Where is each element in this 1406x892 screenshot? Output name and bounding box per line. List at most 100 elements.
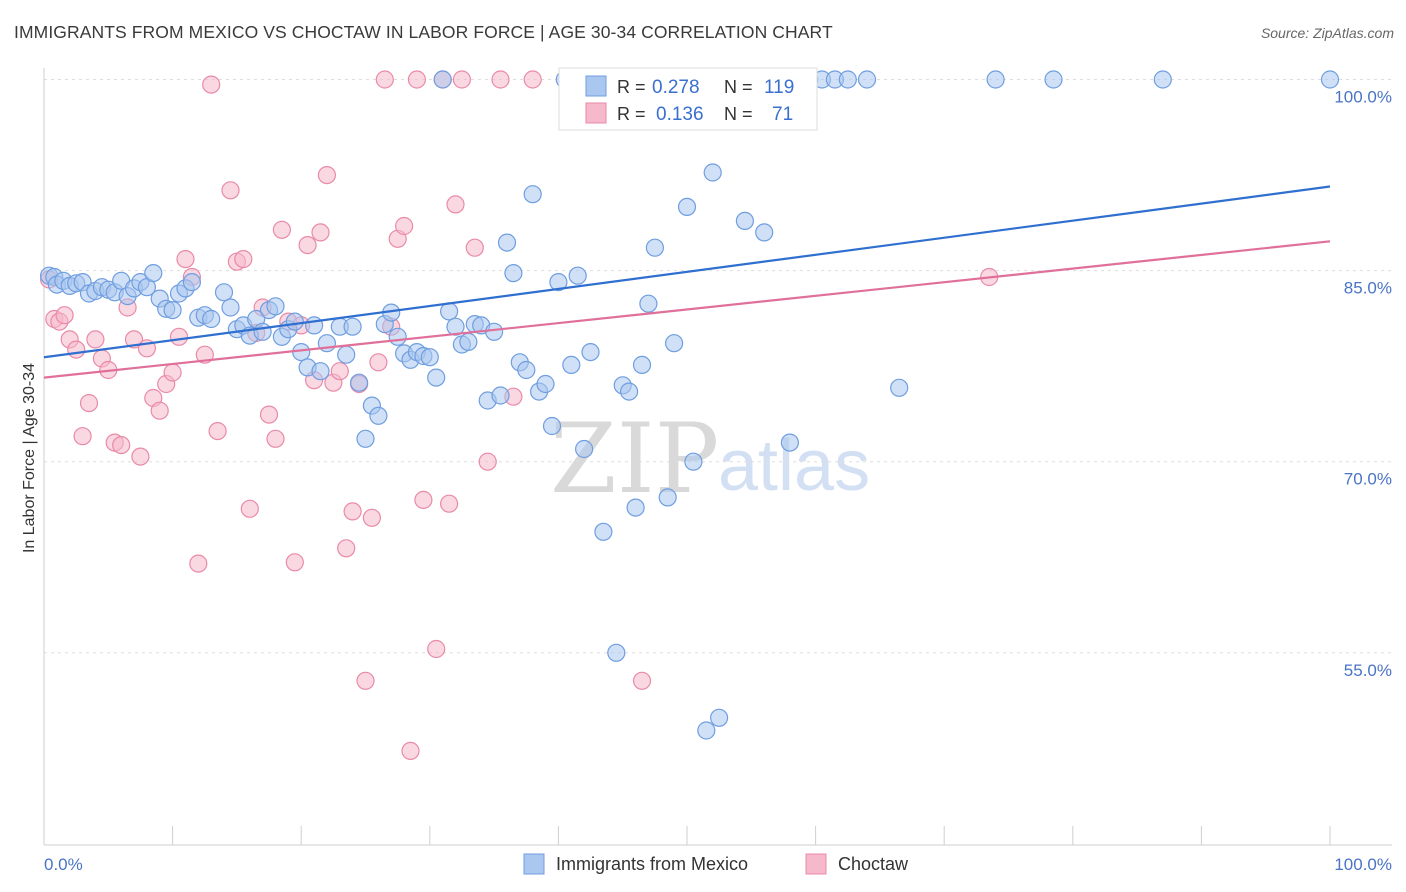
choctaw-point-49 (356, 671, 375, 690)
choctaw-point-20 (163, 363, 182, 382)
choctaw-point-50 (362, 508, 381, 527)
mexico-point-33 (253, 322, 272, 341)
choctaw-point-51 (369, 353, 388, 372)
x-tick-label-max: 100.0% (1334, 855, 1392, 874)
mexico-point-89 (626, 498, 645, 517)
mexico-point-88 (619, 382, 639, 401)
mexico-point-60 (433, 70, 452, 89)
choctaw-point-61 (440, 494, 459, 513)
mexico-point-107 (755, 223, 774, 242)
choctaw-point-35 (266, 429, 285, 448)
choctaw-point-21 (169, 327, 189, 346)
y-tick-label-85: 85.0% (1344, 279, 1392, 298)
watermark: ZIP atlas (550, 403, 870, 515)
choctaw-point-66 (491, 70, 510, 89)
mexico-point-59 (427, 368, 446, 387)
mexico-point-118 (1153, 70, 1172, 89)
series-choctaw-points (39, 70, 999, 761)
mexico-point-38 (285, 312, 304, 331)
mexico-point-62 (446, 317, 465, 336)
choctaw-point-24 (189, 554, 208, 573)
legend-n-label-blue: N = (724, 77, 753, 97)
trendline-mexico (43, 185, 1331, 359)
legend-swatch-choctaw (805, 853, 827, 875)
mexico-point-116 (986, 70, 1005, 89)
mexico-point-46 (343, 317, 362, 336)
mexico-point-74 (523, 185, 542, 204)
mexico-point-77 (542, 416, 562, 436)
mexico-point-61 (440, 302, 459, 321)
choctaw-point-64 (465, 238, 484, 257)
choctaw-point-28 (221, 181, 240, 200)
mexico-point-90 (632, 355, 652, 374)
choctaw-point-5 (67, 340, 86, 359)
mexico-point-81 (568, 266, 587, 285)
legend-swatch-blue (585, 75, 607, 97)
mexico-point-20 (163, 301, 182, 320)
choctaw-point-56 (401, 741, 420, 761)
chart-title: IMMIGRANTS FROM MEXICO VS CHOCTAW IN LAB… (14, 22, 833, 42)
legend-r-label-blue: R = (617, 77, 646, 97)
mexico-point-92 (645, 238, 665, 257)
series-legend: Immigrants from Mexico Choctaw (523, 853, 909, 875)
choctaw-point-12 (112, 436, 131, 455)
x-tick-label-min: 0.0% (44, 855, 83, 874)
choctaw-point-43 (317, 166, 336, 185)
mexico-point-84 (594, 522, 613, 541)
mexico-point-117 (1044, 70, 1063, 89)
choctaw-point-15 (131, 447, 150, 466)
choctaw-point-58 (414, 490, 433, 509)
mexico-point-70 (497, 233, 517, 252)
choctaw-point-59 (427, 639, 446, 659)
mexico-point-113 (838, 70, 857, 89)
mexico-point-83 (581, 343, 600, 362)
choctaw-point-34 (259, 405, 279, 424)
mexico-point-94 (664, 334, 684, 353)
y-axis-title: In Labor Force | Age 30-34 (21, 363, 38, 553)
choctaw-point-22 (176, 250, 195, 269)
mexico-point-80 (562, 355, 581, 374)
mexico-point-53 (388, 327, 407, 346)
choctaw-point-27 (208, 422, 227, 441)
choctaw-point-63 (452, 70, 471, 89)
mexico-point-99 (697, 721, 716, 740)
mexico-point-28 (221, 298, 240, 317)
y-tick-labels: 55.0% 70.0% 85.0% 100.0% (1334, 88, 1392, 680)
mexico-point-48 (356, 429, 375, 448)
stats-legend: R = 0.278 N = 119 R = 0.136 N = 71 (558, 67, 818, 131)
choctaw-point-25 (195, 345, 214, 364)
legend-n-value-blue: 119 (764, 77, 794, 98)
mexico-point-42 (311, 362, 330, 381)
choctaw-point-65 (478, 452, 497, 471)
choctaw-point-45 (330, 362, 349, 381)
legend-n-value-pink: 71 (772, 104, 793, 125)
mexico-point-47 (350, 373, 369, 392)
choctaw-point-8 (86, 330, 105, 349)
choctaw-point-7 (79, 394, 99, 413)
mexico-point-119 (1320, 70, 1340, 89)
mexico-point-23 (182, 273, 201, 292)
mexico-point-39 (292, 343, 311, 362)
chart-source: Source: ZipAtlas.com (1260, 25, 1394, 41)
mexico-point-93 (658, 488, 677, 507)
mexico-point-71 (504, 264, 523, 283)
legend-r-value-blue: 0.278 (652, 77, 700, 98)
legend-r-value-pink: 0.136 (656, 104, 704, 125)
choctaw-point-42 (311, 223, 330, 242)
mexico-point-101 (709, 708, 729, 727)
choctaw-point-3 (55, 306, 74, 325)
legend-label-mexico: Immigrants from Mexico (556, 854, 748, 874)
legend-label-choctaw: Choctaw (838, 854, 909, 874)
mexico-point-97 (684, 452, 703, 471)
mexico-point-96 (677, 197, 697, 216)
mexico-point-58 (420, 348, 439, 367)
mexico-point-76 (536, 374, 555, 394)
choctaw-point-30 (234, 250, 253, 269)
legend-r-label-pink: R = (617, 104, 646, 124)
mexico-point-45 (337, 345, 356, 364)
legend-swatch-mexico (523, 853, 545, 875)
choctaw-point-36 (272, 220, 291, 239)
mexico-point-91 (639, 294, 658, 313)
y-tick-label-70: 70.0% (1344, 470, 1392, 489)
